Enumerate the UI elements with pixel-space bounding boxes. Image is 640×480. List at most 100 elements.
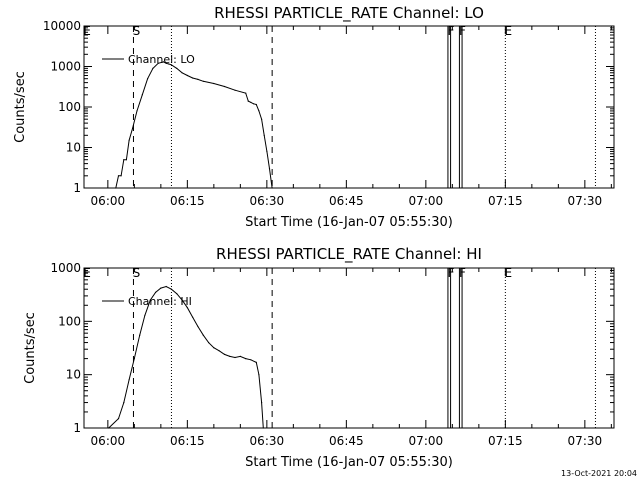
data-point [234, 356, 236, 359]
data-point [263, 134, 265, 136]
data-point [132, 127, 134, 129]
x-tick-label: 06:45 [329, 194, 364, 208]
y-tick-label: 10000 [43, 19, 81, 33]
data-point [197, 78, 199, 80]
data-point [192, 77, 194, 79]
data-point [202, 80, 204, 82]
data-point [147, 78, 149, 80]
data-point [262, 427, 264, 429]
data-point [176, 293, 178, 295]
data-point [115, 187, 117, 189]
x-tick-label: 06:15 [170, 434, 205, 448]
legend-label: Channel: LO [128, 53, 195, 66]
y-tick-label: 1000 [50, 60, 81, 74]
event-marker-label: S [133, 266, 141, 280]
plot-frame [83, 25, 615, 189]
data-point [165, 285, 167, 288]
y-tick-label: 100 [58, 100, 81, 114]
data-point [162, 61, 165, 63]
data-point [165, 62, 167, 64]
x-tick-label: 06:15 [170, 194, 205, 208]
data-point [213, 82, 215, 85]
x-tick-label: 07:15 [488, 194, 523, 208]
data-point [170, 288, 172, 290]
x-tick-label: 06:45 [329, 434, 364, 448]
plot-frame [83, 267, 615, 429]
data-point [268, 168, 271, 170]
data-point [202, 334, 204, 336]
data-point [266, 150, 268, 152]
data-point [208, 342, 210, 344]
legend-label: Channel: HI [128, 295, 192, 308]
data-point [223, 85, 226, 88]
x-tick-label: 07:00 [409, 194, 444, 208]
data-point [144, 314, 146, 316]
y-tick-label: 1 [73, 421, 81, 435]
x-tick-label: 07:00 [409, 434, 444, 448]
data-point [160, 287, 162, 289]
data-point [149, 299, 151, 301]
plot-timestamp: 13-Oct-2021 20:04 [561, 469, 637, 478]
data-point [157, 62, 159, 64]
data-point [168, 63, 170, 65]
data-point [258, 374, 260, 376]
data-point [117, 175, 120, 177]
x-tick-label: 06:30 [250, 194, 285, 208]
x-tick-label: 06:00 [91, 434, 126, 448]
y-tick-label: 1 [73, 181, 81, 195]
data-point [155, 291, 157, 293]
data-point [192, 316, 194, 318]
data-point [255, 361, 257, 363]
event-marker-label: E [505, 266, 513, 280]
data-point [261, 402, 263, 404]
chart-panel-hi: RHESSI PARTICLE_RATE Channel: HI Start Ti… [23, 245, 615, 470]
data-point [247, 100, 249, 102]
data-point [120, 175, 122, 177]
y-axis-label: Counts/sec [23, 312, 38, 384]
data-point [245, 92, 247, 94]
event-marker-label: E [505, 24, 513, 38]
y-tick-label: 10 [66, 368, 81, 382]
data-point [213, 347, 215, 349]
data-point [139, 334, 141, 336]
event-marker-label: S [133, 24, 141, 38]
data-point [245, 358, 247, 360]
chart-title: RHESSI PARTICLE_RATE Channel: HI [216, 245, 482, 264]
data-point [186, 74, 188, 77]
data-point [186, 307, 188, 309]
y-tick-label: 10 [66, 141, 81, 155]
x-axis-label: Start Time (16-Jan-07 05:55:30) [245, 215, 453, 230]
data-series-line [115, 61, 273, 189]
data-point [123, 402, 125, 404]
chart-panel-lo: RHESSI PARTICLE_RATE Channel: LO Start Ti… [13, 4, 615, 230]
data-point [176, 67, 178, 69]
data-point [250, 359, 252, 361]
data-point [152, 67, 154, 69]
data-point [271, 187, 273, 189]
data-point [229, 355, 231, 357]
data-point [108, 427, 110, 429]
data-point [223, 353, 226, 355]
x-tick-label: 07:30 [568, 434, 603, 448]
data-point [218, 350, 220, 352]
x-tick-label: 06:00 [91, 194, 126, 208]
data-point [181, 299, 183, 301]
x-axis-label: Start Time (16-Jan-07 05:55:30) [245, 455, 453, 470]
data-point [250, 101, 252, 103]
data-point [128, 139, 130, 141]
x-tick-label: 07:15 [488, 434, 523, 448]
y-tick-label: 1000 [50, 261, 81, 275]
data-point [197, 325, 199, 328]
data-point [125, 159, 127, 161]
data-point [181, 72, 183, 74]
data-point [261, 118, 263, 120]
data-point [141, 94, 143, 96]
chart-title: RHESSI PARTICLE_RATE Channel: LO [214, 4, 484, 23]
data-point [255, 103, 257, 106]
data-point [170, 64, 172, 66]
data-point [128, 379, 130, 381]
data-point [234, 89, 236, 91]
data-point [239, 355, 241, 357]
data-point [136, 110, 138, 112]
data-point [253, 103, 255, 105]
